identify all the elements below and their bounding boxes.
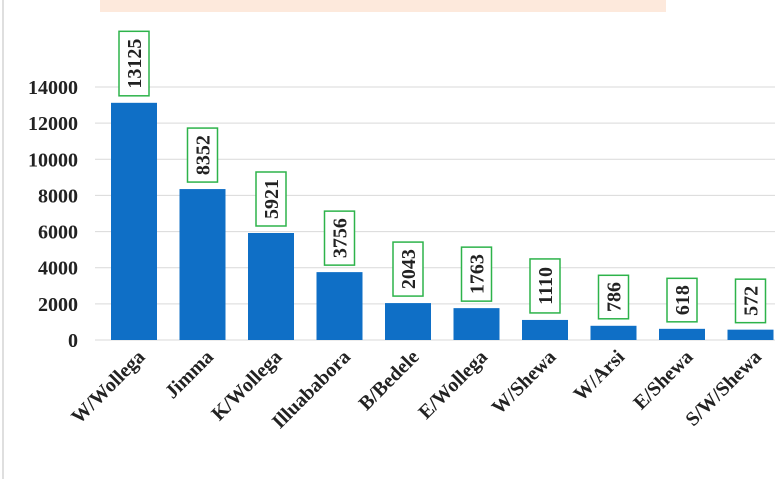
data-label-box [323,210,356,266]
bar [111,102,157,340]
data-label-box [529,258,561,314]
x-tick-label: B/Bedele [355,346,424,415]
data-label: 1763 [467,254,489,294]
y-tick-label: 0 [68,330,78,352]
y-tick-label: 8000 [38,185,78,207]
bar [453,308,500,340]
data-label: 572 [741,286,763,316]
data-label-box [186,127,219,183]
y-tick-label: 12000 [28,113,78,135]
data-label-box [597,274,630,320]
data-label: 786 [604,282,626,312]
top-band [100,0,666,12]
x-tick-label: E/Shewa [629,346,697,414]
data-label-box [118,30,150,97]
y-tick-label: 2000 [38,294,78,316]
x-tick-label: W/Wollega [67,346,149,428]
data-label: 2043 [398,249,420,289]
data-label: 8352 [193,135,215,175]
x-tick-label: Jimma [161,346,218,403]
data-label: 618 [672,285,694,315]
data-label: 3756 [330,218,352,258]
data-label-box [392,241,424,297]
bar [590,325,637,340]
data-label-box [666,277,698,323]
bar [248,232,294,340]
bar [727,329,774,340]
y-tick-label: 6000 [38,222,78,244]
bar [179,189,226,340]
y-tick-label: 4000 [38,258,78,280]
y-tick-label: 10000 [28,149,78,171]
data-label: 1110 [535,267,557,305]
data-label-box [734,278,767,324]
x-tick-label: E/Wollega [414,346,492,424]
data-label-box [255,171,287,227]
bar [522,319,568,340]
y-tick-label: 14000 [28,77,78,99]
bar [385,303,431,340]
bar [659,328,705,340]
data-label: 13125 [124,39,146,89]
bar [316,272,363,340]
data-label: 5921 [261,179,283,219]
x-tick-label: W/Arsi [569,346,629,406]
x-tick-label: W/Shewa [488,346,561,419]
data-label-box [460,246,493,302]
